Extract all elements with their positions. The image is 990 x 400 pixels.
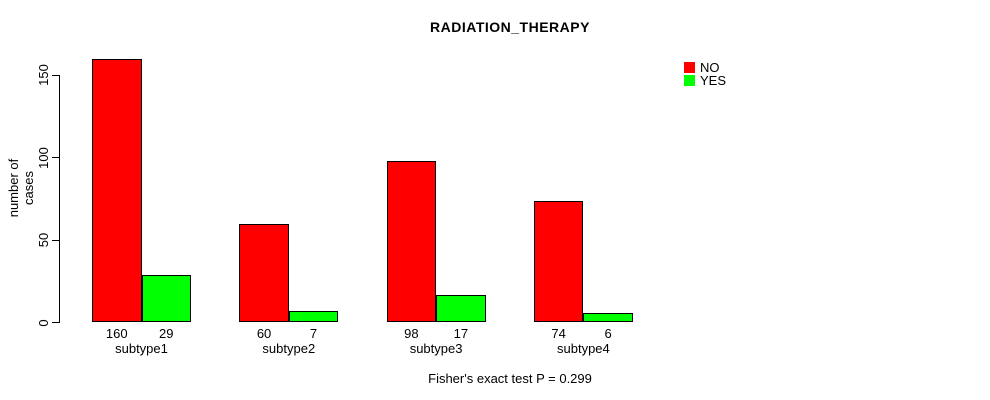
y-tick-mark-50 [52,239,59,241]
bar-no-subtype1 [92,59,142,323]
bar-no-subtype3 [386,161,437,323]
bar-yes-subtype1 [141,274,191,323]
legend-item-no: NO [684,61,726,74]
y-tick-mark-0 [52,322,59,323]
y-tick-label-0: 0 [36,318,51,327]
bar-yes-subtype4 [583,312,633,323]
bar-no-subtype2 [239,223,289,323]
bar-value-no-subtype4: 74 [551,326,566,341]
legend-label-yes: YES [700,73,727,88]
y-tick-mark-100 [52,157,59,159]
x-category-label-subtype1: subtype1 [115,341,168,356]
bar-value-no-subtype2: 60 [256,326,272,341]
chart-title: RADIATION_THERAPY [430,19,590,35]
legend: NO YES [684,61,726,87]
bar-value-yes-subtype4: 6 [604,326,612,341]
x-category-label-subtype3: subtype3 [409,341,463,356]
bar-value-yes-subtype3: 17 [453,326,469,341]
legend-swatch-yes [684,75,695,86]
stat-test-caption: Fisher's exact test P = 0.299 [428,371,592,386]
bar-value-yes-subtype1: 29 [159,326,174,341]
x-category-label-subtype4: subtype4 [557,341,610,356]
y-axis-label: number of cases [6,158,36,218]
y-tick-label-50: 50 [36,232,51,248]
bar-yes-subtype2 [288,310,339,323]
y-tick-label-150: 150 [36,64,51,87]
legend-item-yes: YES [684,74,726,87]
y-tick-label-100: 100 [36,146,51,169]
legend-label-no: NO [700,60,720,75]
y-axis-line [59,75,60,323]
bar-value-no-subtype1: 160 [105,326,128,341]
bar-value-yes-subtype2: 7 [309,326,318,341]
y-tick-mark-150 [52,74,59,76]
bar-yes-subtype3 [436,294,486,323]
bar-value-no-subtype3: 98 [404,326,419,341]
legend-swatch-no [684,62,695,73]
x-category-label-subtype2: subtype2 [262,341,316,356]
bar-no-subtype4 [533,200,584,323]
